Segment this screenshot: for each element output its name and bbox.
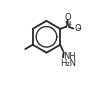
Text: O: O [64,13,71,22]
Text: −: − [77,25,82,30]
Text: N: N [64,21,71,30]
Text: NH: NH [63,52,76,61]
Text: O: O [75,25,82,33]
Text: +: + [66,22,72,27]
Text: H₂N: H₂N [60,59,76,68]
